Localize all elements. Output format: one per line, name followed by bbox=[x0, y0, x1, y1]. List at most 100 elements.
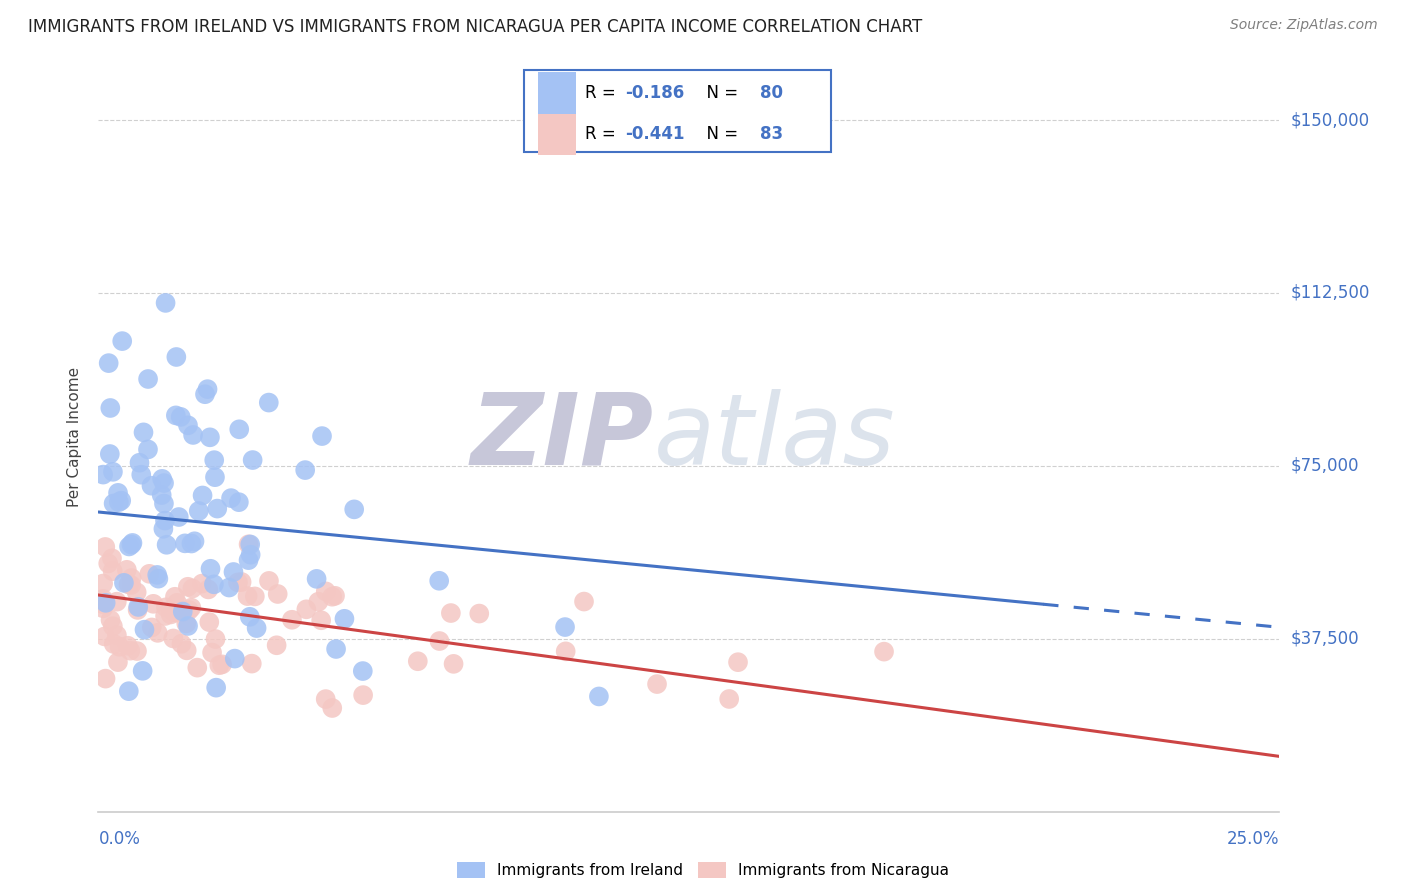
Point bbox=[148, 572, 170, 586]
Point bbox=[352, 664, 374, 678]
Point bbox=[93, 629, 115, 643]
Point bbox=[153, 609, 176, 624]
Point bbox=[134, 623, 156, 637]
Point bbox=[94, 672, 117, 686]
Point bbox=[305, 572, 328, 586]
Point bbox=[406, 654, 429, 668]
Point bbox=[443, 657, 465, 671]
Point bbox=[94, 540, 117, 554]
Point bbox=[231, 574, 253, 589]
Point bbox=[191, 488, 214, 502]
Point bbox=[150, 488, 173, 502]
Point bbox=[228, 422, 250, 436]
Point bbox=[572, 594, 595, 608]
Point bbox=[323, 589, 346, 603]
Point bbox=[294, 463, 316, 477]
Text: 0.0%: 0.0% bbox=[98, 830, 141, 848]
Point bbox=[321, 590, 343, 604]
Point bbox=[174, 616, 197, 631]
Point bbox=[103, 496, 125, 510]
Point bbox=[207, 501, 229, 516]
Point bbox=[204, 632, 226, 646]
Point bbox=[141, 479, 163, 493]
Text: $37,500: $37,500 bbox=[1291, 630, 1360, 648]
Point bbox=[152, 522, 174, 536]
Text: -0.441: -0.441 bbox=[626, 125, 685, 144]
Point bbox=[239, 609, 262, 624]
Point bbox=[136, 372, 159, 386]
Point bbox=[166, 596, 188, 610]
Point bbox=[117, 639, 139, 653]
Point bbox=[121, 571, 143, 585]
Point bbox=[588, 690, 610, 704]
Point bbox=[205, 681, 228, 695]
Point bbox=[198, 615, 221, 629]
Text: ZIP: ZIP bbox=[471, 389, 654, 485]
Point bbox=[98, 447, 121, 461]
Point bbox=[236, 589, 259, 603]
Point bbox=[176, 643, 198, 657]
Point bbox=[194, 387, 217, 401]
Text: R =: R = bbox=[585, 84, 621, 102]
Point bbox=[170, 409, 193, 424]
Point bbox=[257, 574, 280, 588]
Point bbox=[129, 467, 152, 482]
Point bbox=[101, 465, 124, 479]
Point bbox=[162, 632, 184, 646]
Point bbox=[180, 600, 202, 615]
Point bbox=[105, 595, 128, 609]
Point bbox=[108, 495, 131, 509]
Point bbox=[110, 493, 132, 508]
Point bbox=[315, 584, 337, 599]
Point bbox=[240, 657, 263, 671]
Point bbox=[153, 496, 176, 510]
Text: $112,500: $112,500 bbox=[1291, 284, 1369, 302]
Point bbox=[177, 619, 200, 633]
Point bbox=[239, 548, 262, 562]
Point bbox=[177, 418, 200, 433]
Point bbox=[120, 643, 142, 657]
Point bbox=[118, 684, 141, 698]
Point bbox=[186, 660, 208, 674]
Point bbox=[115, 563, 138, 577]
Text: -0.186: -0.186 bbox=[626, 84, 685, 102]
Point bbox=[325, 642, 347, 657]
Point bbox=[224, 651, 246, 665]
Point bbox=[142, 597, 165, 611]
Text: $75,000: $75,000 bbox=[1291, 457, 1360, 475]
Point bbox=[211, 657, 233, 672]
Point bbox=[105, 628, 128, 642]
Point bbox=[202, 577, 225, 591]
Text: 83: 83 bbox=[759, 125, 783, 144]
Point bbox=[343, 502, 366, 516]
Point bbox=[468, 607, 491, 621]
Point bbox=[554, 644, 576, 658]
Point bbox=[172, 605, 194, 619]
Point bbox=[118, 540, 141, 554]
Text: $150,000: $150,000 bbox=[1291, 112, 1369, 129]
Point bbox=[121, 536, 143, 550]
Point bbox=[111, 334, 134, 348]
Point bbox=[125, 644, 148, 658]
Point bbox=[107, 655, 129, 669]
Point bbox=[127, 599, 149, 614]
Point bbox=[727, 655, 749, 669]
FancyBboxPatch shape bbox=[537, 72, 575, 113]
Point bbox=[155, 296, 177, 310]
Point bbox=[243, 590, 266, 604]
Point bbox=[174, 536, 197, 550]
Point bbox=[162, 605, 184, 619]
Point bbox=[239, 537, 262, 551]
Text: IMMIGRANTS FROM IRELAND VS IMMIGRANTS FROM NICARAGUA PER CAPITA INCOME CORRELATI: IMMIGRANTS FROM IRELAND VS IMMIGRANTS FR… bbox=[28, 18, 922, 36]
Point bbox=[146, 625, 169, 640]
Point bbox=[321, 701, 343, 715]
Point bbox=[131, 664, 153, 678]
Point bbox=[204, 470, 226, 484]
Point bbox=[238, 553, 260, 567]
Point bbox=[197, 382, 219, 396]
Point bbox=[873, 645, 896, 659]
Point bbox=[91, 591, 114, 606]
Point bbox=[281, 613, 304, 627]
Point bbox=[91, 467, 114, 482]
Point bbox=[163, 590, 186, 604]
